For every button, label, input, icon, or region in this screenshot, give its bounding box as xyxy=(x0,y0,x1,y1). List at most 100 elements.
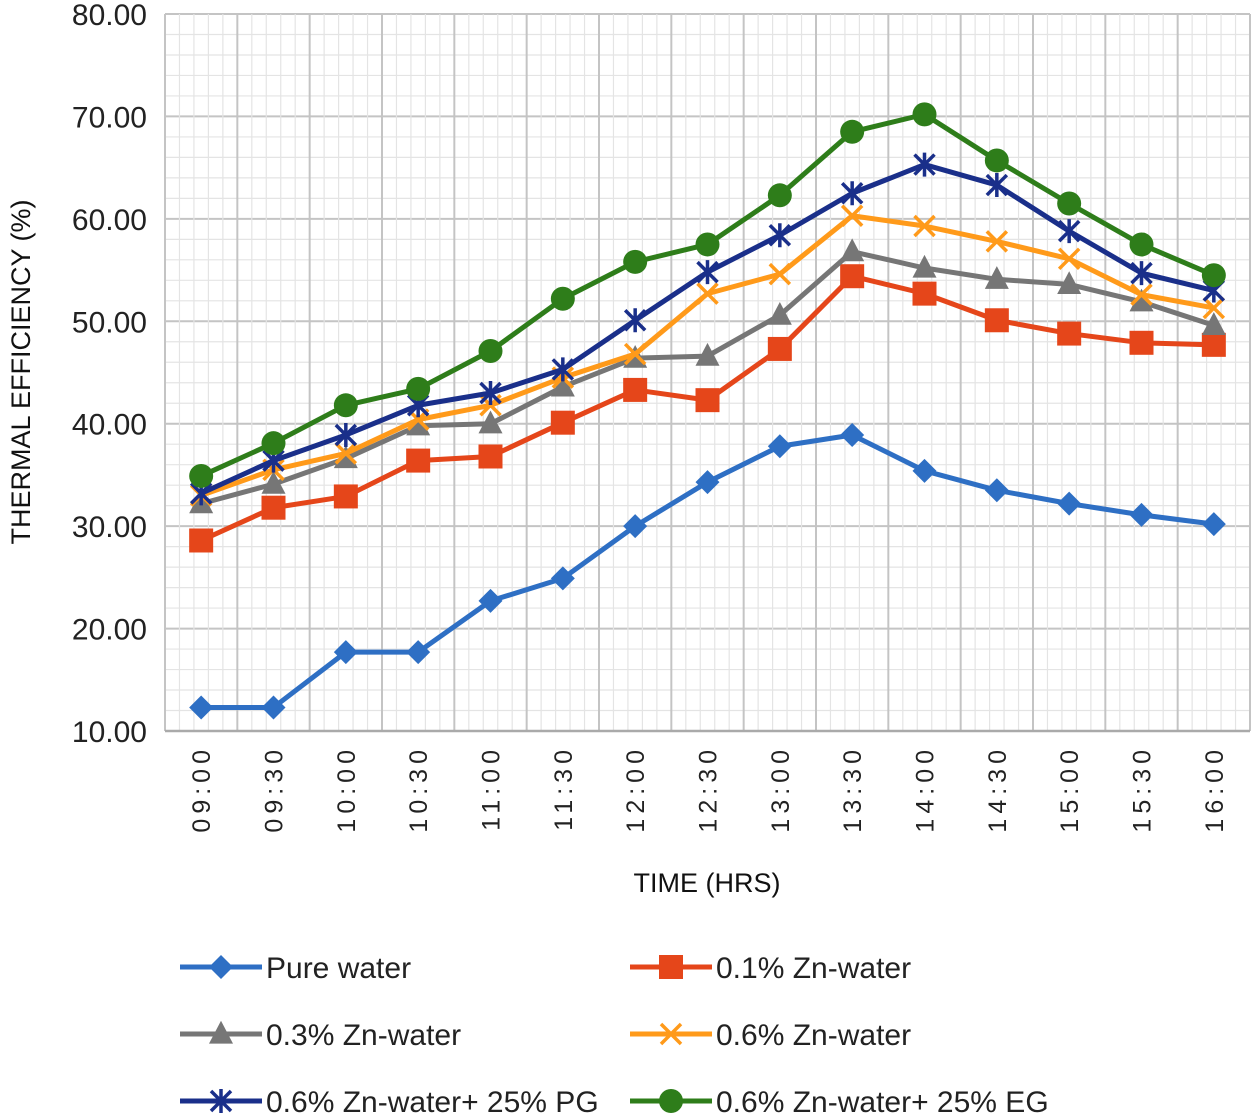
data-point xyxy=(1129,502,1154,527)
data-point xyxy=(189,695,214,720)
x-tick-label: 14:30 xyxy=(984,745,1012,833)
data-point xyxy=(913,152,936,177)
data-point xyxy=(696,260,719,285)
y-tick-label: 50.00 xyxy=(72,306,147,339)
x-tick-label: 16:00 xyxy=(1201,745,1229,833)
data-point xyxy=(261,495,286,520)
series-6 xyxy=(189,102,1226,488)
series-4 xyxy=(189,204,1226,507)
data-point xyxy=(1129,288,1154,312)
legend-item: 0.3% Zn-water xyxy=(180,1019,461,1052)
data-point xyxy=(984,308,1009,333)
data-point xyxy=(1129,330,1154,355)
data-point xyxy=(478,588,503,613)
data-point xyxy=(1130,261,1153,286)
data-point xyxy=(623,308,647,333)
data-point xyxy=(695,470,720,495)
legend-marker xyxy=(659,1089,683,1113)
data-point xyxy=(261,431,286,456)
data-point xyxy=(767,183,792,208)
data-point xyxy=(333,640,358,665)
y-tick-label: 10.00 xyxy=(72,716,147,749)
data-point xyxy=(478,444,503,469)
data-point xyxy=(1057,247,1081,271)
legend: Pure water 0.1% Zn-water 0.3% Zn-water 0.6%… xyxy=(180,952,1049,1114)
data-point xyxy=(550,286,575,311)
data-point xyxy=(551,357,575,382)
data-point xyxy=(189,463,214,488)
legend-item: Pure water xyxy=(180,952,411,985)
series-5 xyxy=(189,152,1226,506)
data-point xyxy=(261,470,286,494)
legend-label: Pure water xyxy=(266,952,411,985)
data-point xyxy=(912,458,937,483)
data-point xyxy=(1129,232,1154,257)
data-point xyxy=(695,388,720,413)
data-point xyxy=(840,181,864,206)
x-tick-label: 09:00 xyxy=(188,745,216,833)
data-point xyxy=(1202,296,1226,320)
data-point xyxy=(912,254,937,278)
data-point xyxy=(623,249,648,274)
legend-marker xyxy=(659,955,683,979)
data-point xyxy=(333,484,358,509)
data-point xyxy=(1057,321,1082,346)
data-point xyxy=(406,640,431,665)
series-1 xyxy=(189,422,1226,720)
data-point xyxy=(912,281,937,306)
y-tick-label: 20.00 xyxy=(72,614,147,647)
y-tick-label: 40.00 xyxy=(72,409,147,442)
series-3 xyxy=(189,238,1226,514)
x-axis-ticks: 09:00 09:30 10:00 10:30 11:00 11:30 12:00 12:30… xyxy=(188,745,1229,833)
legend-item: 0.6% Zn-water xyxy=(630,1019,911,1052)
data-point xyxy=(985,230,1009,253)
data-point xyxy=(261,695,286,720)
data-point xyxy=(1130,283,1153,306)
x-tick-label: 12:30 xyxy=(695,745,723,833)
data-point xyxy=(550,566,575,591)
legend-label: 0.1% Zn-water xyxy=(716,952,911,985)
data-point xyxy=(984,148,1009,173)
data-point xyxy=(623,377,648,402)
legend-label: 0.6% Zn-water xyxy=(716,1019,911,1052)
data-point xyxy=(840,422,865,447)
x-tick-label: 12:00 xyxy=(622,745,650,833)
data-point xyxy=(768,262,792,286)
data-point xyxy=(550,373,575,397)
data-point xyxy=(189,528,214,553)
data-point xyxy=(406,412,431,436)
data-point xyxy=(840,119,865,144)
legend-marker xyxy=(659,1022,683,1046)
data-point xyxy=(840,264,865,289)
y-tick-label: 60.00 xyxy=(72,204,147,237)
y-axis-ticks: 10.00 20.00 30.00 40.00 50.00 60.00 70.00 80.00 xyxy=(72,0,147,749)
legend-item: 0.1% Zn-water xyxy=(630,952,911,985)
data-point xyxy=(695,342,720,366)
x-tick-label: 09:30 xyxy=(261,745,289,833)
data-point xyxy=(334,422,358,447)
legend-marker xyxy=(209,1089,233,1113)
data-point xyxy=(334,442,358,465)
data-point xyxy=(767,434,792,459)
series-layer xyxy=(189,102,1226,720)
x-tick-label: 10:00 xyxy=(333,745,361,833)
series-2 xyxy=(189,264,1226,553)
data-point xyxy=(1057,491,1082,516)
y-tick-label: 30.00 xyxy=(72,511,147,544)
data-point xyxy=(984,478,1009,503)
data-point xyxy=(767,301,792,325)
data-point xyxy=(550,410,575,435)
legend-item: 0.6% Zn-water+ 25% EG xyxy=(630,1086,1049,1114)
data-point xyxy=(840,204,864,228)
legend-label: 0.6% Zn-water+ 25% PG xyxy=(266,1086,599,1114)
data-point xyxy=(913,214,936,238)
data-point xyxy=(1201,263,1226,288)
y-tick-label: 80.00 xyxy=(72,0,147,32)
data-point xyxy=(912,102,937,127)
x-tick-label: 11:00 xyxy=(478,745,506,831)
x-tick-label: 10:30 xyxy=(405,745,433,833)
data-point xyxy=(696,282,719,305)
data-point xyxy=(623,514,648,539)
y-axis-title: THERMAL EFFICIENCY (%) xyxy=(6,199,36,544)
